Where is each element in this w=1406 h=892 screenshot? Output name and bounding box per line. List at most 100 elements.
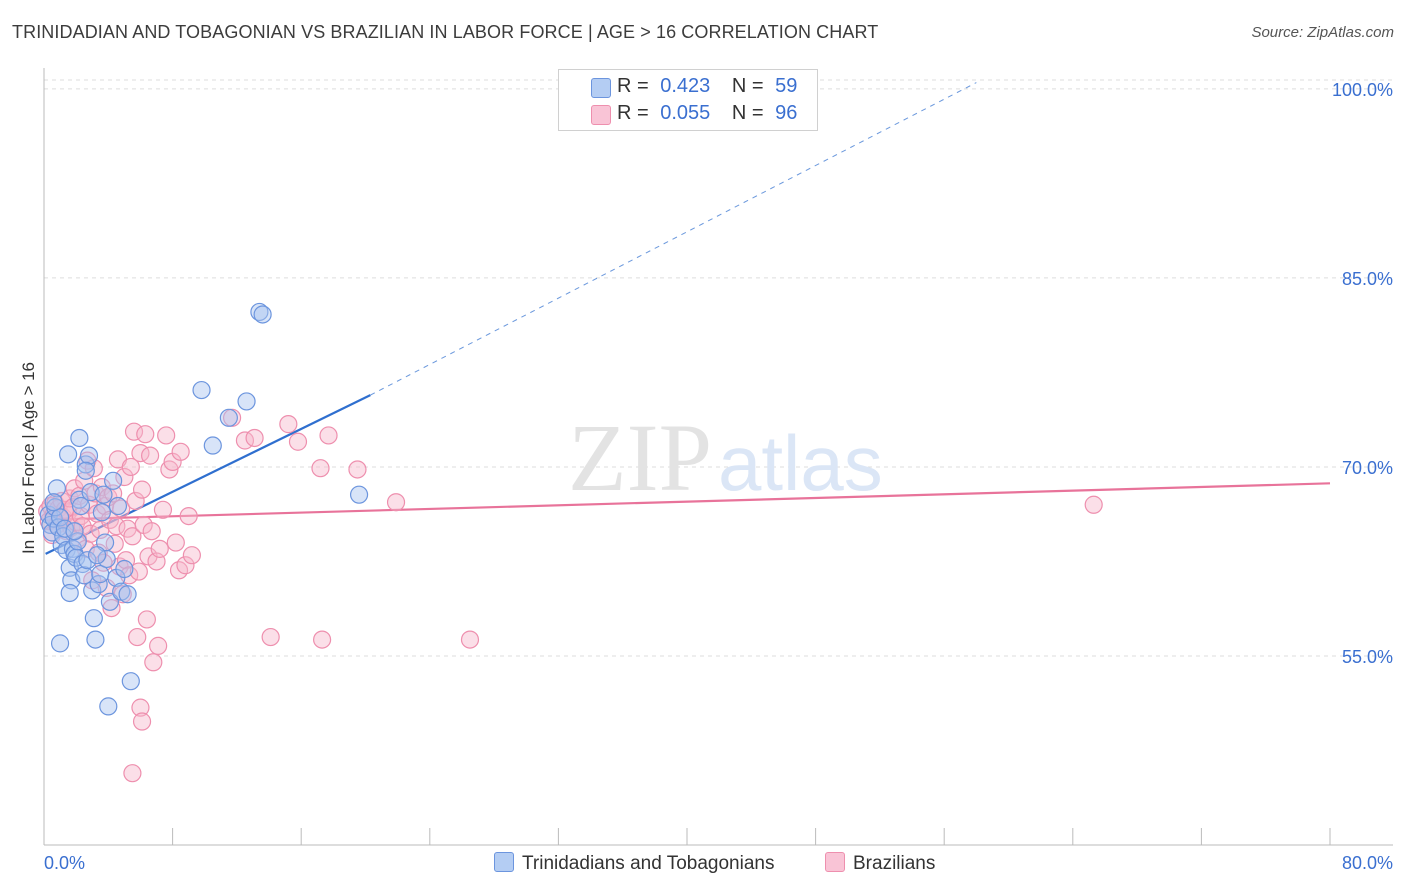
point-trinidadian <box>44 493 63 512</box>
legend-r-label: R = <box>617 102 649 124</box>
point-trinidadian <box>78 551 97 570</box>
watermark-atlas: atlas <box>718 419 883 507</box>
point-trinidadian <box>99 697 118 716</box>
trendlines <box>45 82 1331 555</box>
trendline-trinidadians <box>45 394 371 555</box>
watermark-zip: ZIP <box>568 404 712 511</box>
point-trinidadian <box>79 446 99 465</box>
point-brazilian <box>319 426 338 445</box>
point-trinidadian <box>75 566 94 585</box>
bottom-legend-label: Brazilians <box>853 853 936 874</box>
point-brazilian <box>92 478 111 497</box>
point-trinidadian <box>92 503 111 522</box>
point-trinidadian <box>94 485 113 504</box>
point-trinidadian <box>91 564 110 584</box>
point-trinidadian <box>115 559 134 579</box>
point-trinidadian <box>121 672 140 691</box>
point-brazilian <box>115 467 134 487</box>
trendline-trinidadians-extension <box>370 82 977 396</box>
point-trinidadian <box>44 509 63 528</box>
point-brazilian <box>136 425 155 444</box>
point-brazilian <box>129 562 148 581</box>
point-brazilian <box>144 653 163 672</box>
x-tick-label-max: 80.0% <box>1342 853 1393 873</box>
point-trinidadian <box>70 428 89 448</box>
point-brazilian <box>179 506 198 526</box>
legend-swatch-pink <box>591 105 611 125</box>
point-trinidadian <box>47 479 66 498</box>
point-brazilian <box>153 500 173 519</box>
bottom-legend-trinidadians: Trinidadians and Tobagonians <box>494 852 774 875</box>
y-tick-labels: 55.0% 70.0% 85.0% 100.0% <box>1332 80 1393 667</box>
point-brazilian <box>261 627 280 647</box>
legend-r-value: 0.423 <box>660 75 711 97</box>
point-trinidadian <box>50 634 70 653</box>
point-brazilian <box>102 598 121 618</box>
point-brazilian <box>123 764 142 783</box>
point-brazilian <box>386 493 406 512</box>
x-tick-label-min: 0.0% <box>44 853 85 873</box>
point-brazilian <box>142 522 161 541</box>
point-brazilian <box>288 432 308 451</box>
point-brazilian <box>132 712 152 731</box>
point-trinidadian <box>65 522 84 541</box>
point-brazilian <box>149 636 168 655</box>
point-brazilian <box>123 527 142 546</box>
data-points <box>38 302 1103 783</box>
point-brazilian <box>105 534 124 553</box>
point-brazilian <box>128 627 147 647</box>
point-brazilian <box>126 491 145 511</box>
chart-title: TRINIDADIAN AND TOBAGONIAN VS BRAZILIAN … <box>12 22 879 42</box>
point-brazilian <box>121 457 140 477</box>
point-trinidadian <box>86 630 105 649</box>
point-trinidadian <box>219 408 238 427</box>
legend-n-label: N = <box>731 75 764 97</box>
gridlines <box>44 79 1393 657</box>
point-trinidadian <box>68 532 87 551</box>
point-brazilian <box>137 610 156 629</box>
point-brazilian <box>171 442 190 461</box>
point-brazilian <box>166 533 185 552</box>
point-brazilian <box>132 480 152 499</box>
point-trinidadian <box>87 546 107 565</box>
point-trinidadian <box>97 549 116 569</box>
y-tick-label: 100.0% <box>1332 80 1393 100</box>
point-trinidadian <box>192 380 211 400</box>
correlation-legend: R = 0.423 N = 59 R = 0.055 N = 96 <box>558 69 818 131</box>
legend-n-value: 96 <box>775 102 798 124</box>
point-brazilian <box>348 460 367 479</box>
point-trinidadian <box>100 592 120 611</box>
legend-r-value: 0.055 <box>660 102 711 124</box>
bottom-legend-swatch-pink <box>825 852 845 872</box>
point-brazilian <box>112 499 131 518</box>
point-trinidadian <box>50 508 70 527</box>
point-brazilian <box>245 428 264 448</box>
point-trinidadian <box>104 471 123 490</box>
legend-n-value: 59 <box>775 75 798 97</box>
point-brazilian <box>150 539 169 558</box>
legend-swatch-blue <box>591 78 611 98</box>
point-brazilian <box>176 556 195 575</box>
y-tick-label: 85.0% <box>1342 269 1393 289</box>
point-brazilian <box>279 415 298 434</box>
point-brazilian <box>312 630 332 649</box>
bottom-legend-swatch-blue <box>494 852 514 872</box>
point-trinidadian <box>250 302 269 322</box>
point-brazilian <box>157 426 176 445</box>
point-brazilian <box>107 517 126 536</box>
y-tick-label: 55.0% <box>1342 647 1393 667</box>
watermark: ZIP atlas <box>568 404 883 511</box>
point-trinidadian <box>237 392 256 411</box>
point-brazilian <box>182 546 201 565</box>
point-trinidadian <box>118 585 137 604</box>
point-trinidadian <box>76 461 95 480</box>
point-brazilian <box>140 446 160 465</box>
bottom-legend-label: Trinidadians and Tobagonians <box>522 853 775 874</box>
chart-source: Source: ZipAtlas.com <box>1251 24 1394 41</box>
point-brazilian <box>1084 495 1103 514</box>
point-trinidadian <box>203 436 222 455</box>
point-trinidadian <box>71 496 91 516</box>
point-brazilian <box>311 459 330 478</box>
legend-row-trinidadians: R = 0.423 N = 59 <box>591 75 798 99</box>
